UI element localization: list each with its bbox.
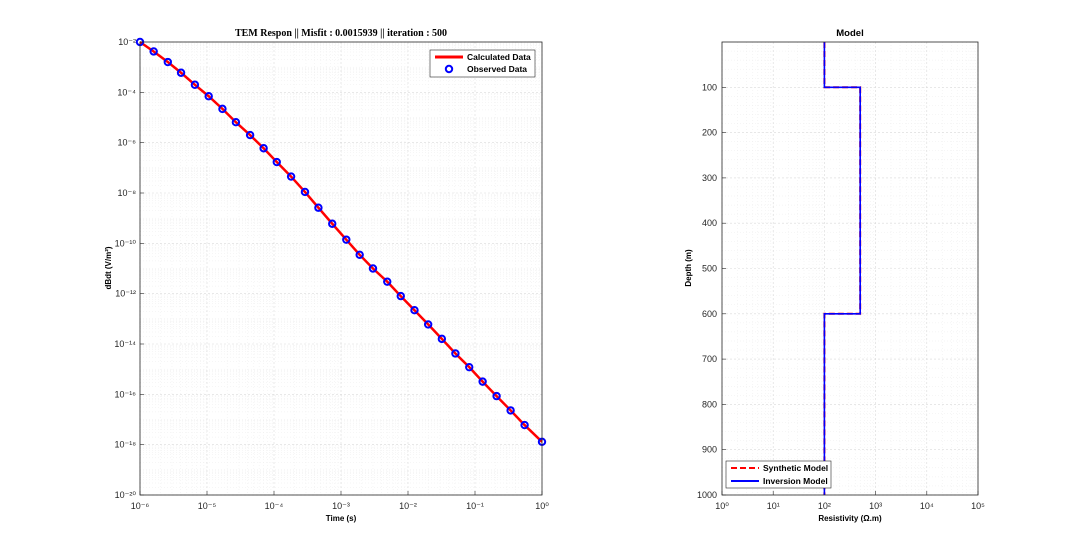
tem-legend-observed-label: Observed Data — [467, 64, 527, 74]
observed-data-point — [190, 80, 200, 89]
observed-data-point — [423, 320, 433, 329]
tem-y-tick-label: 10⁻²⁰ — [115, 490, 137, 500]
tem-tick-labels: 10⁻⁶ 10⁻⁵ 10⁻⁴ 10⁻³ 10⁻² 10⁻¹ 10⁰ 10⁻²⁰ 10⁻¹⁸ 10⁻… — [114, 37, 549, 511]
observed-data-point — [328, 219, 337, 228]
observed-data-point — [492, 391, 501, 401]
observed-data-point — [451, 349, 460, 358]
model-x-axis-label: Resistivity (Ω.m) — [818, 514, 882, 523]
tem-y-tick-label: 10⁻¹⁴ — [114, 339, 136, 349]
observed-data-point — [272, 157, 281, 167]
tem-x-tick-label: 10⁻⁴ — [265, 501, 284, 511]
model-y-tick-label: 100 — [702, 82, 717, 92]
tem-x-tick-label: 10⁻⁶ — [131, 501, 150, 511]
tem-x-tick-label: 10⁻¹ — [466, 501, 484, 511]
tem-y-tick-label: 10⁻⁶ — [118, 138, 137, 148]
model-series — [823, 42, 862, 495]
observed-data-point — [218, 104, 227, 114]
tem-y-tick-label: 10⁻¹⁶ — [115, 389, 137, 399]
tem-axes-box — [139, 41, 543, 496]
tem-y-tick-label: 10⁻⁸ — [117, 188, 136, 198]
model-y-tick-label: 200 — [702, 128, 717, 138]
observed-data-point — [300, 187, 310, 197]
tem-y-tick-label: 10⁻⁴ — [117, 87, 136, 97]
observed-data-point — [342, 235, 351, 244]
model-y-tick-label: 900 — [702, 445, 717, 455]
tem-y-tick-label: 10⁻¹⁸ — [114, 440, 136, 450]
tem-legend: Calculated Data Observed Data — [429, 49, 536, 78]
observed-data-point — [231, 118, 241, 127]
model-x-tick-label: 10² — [818, 501, 831, 511]
observed-data-point — [396, 291, 405, 301]
observed-data-point — [176, 68, 186, 77]
observed-data-point — [259, 144, 268, 153]
observed-data-point — [314, 203, 323, 212]
model-chart-title: Model — [836, 28, 863, 39]
tem-response-chart: 10⁻⁶ 10⁻⁵ 10⁻⁴ 10⁻³ 10⁻² 10⁻¹ 10⁰ 10⁻²⁰ 10⁻¹⁸ 10⁻… — [104, 28, 549, 523]
model-x-tick-label: 10⁵ — [971, 501, 985, 511]
model-y-tick-label: 600 — [702, 309, 717, 319]
tem-x-tick-label: 10⁻³ — [332, 501, 350, 511]
tem-chart-title: TEM Respon || Misfit : 0.0015939 || iter… — [235, 28, 447, 39]
tem-legend-calculated-label: Calculated Data — [467, 52, 531, 62]
model-legend-box — [725, 460, 832, 489]
series-line-inversion-model — [823, 42, 861, 495]
tem-y-tick-label: 10⁻¹² — [115, 289, 136, 299]
tem-x-tick-label: 10⁻⁵ — [198, 501, 217, 511]
model-x-tick-label: 10⁴ — [920, 501, 934, 511]
model-y-tick-label: 700 — [702, 354, 717, 364]
observed-data-point — [383, 277, 392, 286]
model-legend-synthetic-label: Synthetic Model — [763, 463, 828, 473]
tem-x-tick-label: 10⁰ — [535, 501, 549, 511]
model-y-tick-label: 800 — [702, 399, 717, 409]
model-axes-box — [721, 41, 979, 496]
observed-data-point — [355, 250, 364, 260]
model-y-tick-label: 300 — [702, 173, 717, 183]
tem-y-axis-label: dBdt (V/m²) — [104, 246, 113, 289]
model-y-tick-label: 500 — [702, 264, 717, 274]
observed-data-point — [149, 47, 158, 56]
model-grid — [721, 42, 979, 496]
observed-data-point — [368, 264, 378, 273]
observed-data-point — [437, 334, 447, 344]
observed-data-point — [204, 92, 213, 101]
model-legend-inversion-label: Inversion Model — [763, 476, 828, 486]
observed-data-point — [506, 406, 515, 415]
tem-y-tick-label: 10⁻² — [118, 37, 136, 47]
model-x-tick-label: 10⁰ — [715, 501, 729, 511]
observed-data-point — [478, 377, 487, 386]
observed-data-point — [245, 130, 255, 140]
observed-data-point — [520, 420, 529, 430]
model-chart: 10⁰ 10¹ 10² 10³ 10⁴ 10⁵ 100 200 300 400 500 600 700 8… — [684, 28, 985, 523]
observed-data-point — [286, 172, 296, 181]
model-y-tick-label: 1000 — [697, 490, 717, 500]
model-legend: Synthetic Model Inversion Model — [725, 460, 832, 489]
tem-x-axis-label: Time (s) — [326, 514, 357, 523]
model-x-tick-label: 10³ — [869, 501, 882, 511]
model-tick-labels: 10⁰ 10¹ 10² 10³ 10⁴ 10⁵ 100 200 300 400 500 600 700 8… — [697, 82, 985, 511]
tem-grid — [139, 41, 543, 496]
model-x-tick-label: 10¹ — [767, 501, 780, 511]
observed-data-point — [465, 362, 474, 372]
model-y-tick-label: 400 — [702, 218, 717, 228]
observed-data-point — [163, 57, 173, 67]
tem-legend-observed-swatch — [444, 64, 454, 74]
tem-y-tick-label: 10⁻¹⁰ — [115, 238, 137, 248]
observed-data-point — [410, 306, 419, 315]
tem-x-tick-label: 10⁻² — [399, 501, 417, 511]
model-y-axis-label: Depth (m) — [684, 249, 693, 287]
